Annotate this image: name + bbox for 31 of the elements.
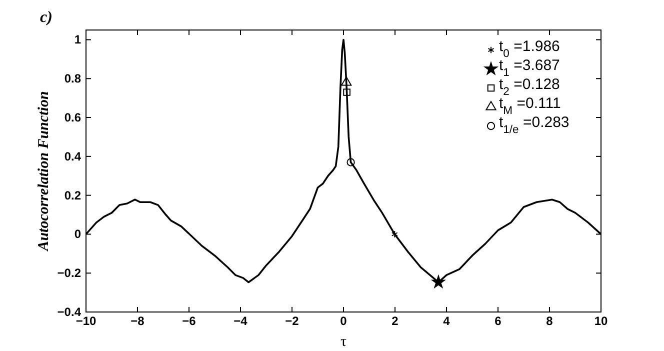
point <box>343 88 350 96</box>
x-tick-label: 6 <box>494 314 502 328</box>
x-tick-label: −8 <box>130 314 145 328</box>
legend-label: t$_{0}$ =1.986 <box>499 38 560 60</box>
y-tick-label: 0.8 <box>64 72 82 86</box>
point <box>341 76 352 86</box>
y-tick-label: 0.4 <box>64 149 82 164</box>
legend-label: t$_{M}$ =0.111 <box>499 95 561 117</box>
point <box>432 275 445 288</box>
x-tick-label: 2 <box>392 314 399 328</box>
y-tick-label: 1 <box>74 32 82 47</box>
point <box>391 230 398 238</box>
legend-label: t$_{1}$ =3.687 <box>499 57 560 79</box>
y-tick-label: −0.2 <box>57 266 82 280</box>
x-tick-label: 0 <box>340 314 348 328</box>
y-tick-label: −0.4 <box>57 305 82 319</box>
chart-title: c) <box>40 9 52 26</box>
legend-label: t$_{2}$ =0.128 <box>499 76 560 98</box>
y-tick-label: 0.2 <box>64 188 82 202</box>
legend-label: t$_{1/e}$ =0.283 <box>499 114 570 136</box>
y-tick-label: 0.6 <box>64 110 82 125</box>
point <box>346 158 355 166</box>
x-tick-label: −4 <box>234 314 248 328</box>
y-tick-label: 0 <box>74 227 82 242</box>
x-axis-title: τ <box>340 334 347 350</box>
x-tick-label: −2 <box>285 314 300 328</box>
x-tick-label: 8 <box>546 314 554 328</box>
y-axis-title: Autocorrelation Function <box>36 91 52 252</box>
x-tick-label: 4 <box>443 314 450 328</box>
x-tick-label: −6 <box>182 314 196 328</box>
x-tick-label: 10 <box>594 314 608 328</box>
